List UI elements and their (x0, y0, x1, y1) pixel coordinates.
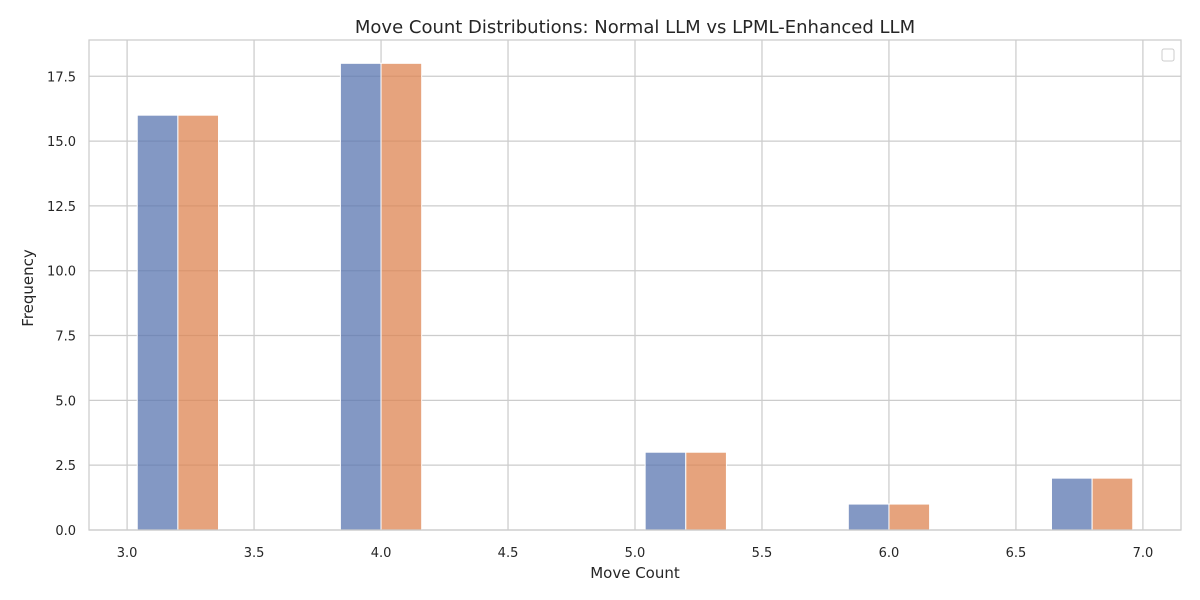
y-tick-label: 7.5 (55, 330, 76, 345)
x-axis-label: Move Count (590, 564, 680, 582)
x-tick-labels: 3.0 3.5 4.0 4.5 5.0 5.5 6.0 6.5 7.0 (117, 546, 1154, 561)
x-tick-label: 3.0 (117, 546, 138, 561)
x-tick-label: 6.0 (879, 546, 900, 561)
y-tick-label: 12.5 (47, 200, 76, 215)
plot-frame (88, 39, 1182, 531)
bar-series-1 (1050, 477, 1093, 531)
y-tick-labels: 0.0 2.5 5.0 7.5 10.0 12.5 15.0 17.5 (47, 70, 76, 539)
x-tick-label: 4.0 (371, 546, 392, 561)
bar-series-1 (339, 62, 382, 531)
x-tick-label: 6.5 (1006, 546, 1027, 561)
y-tick-label: 15.0 (47, 135, 76, 150)
x-tick-label: 3.5 (244, 546, 265, 561)
y-axis-label: Frequency (19, 249, 37, 327)
y-tick-label: 2.5 (55, 459, 76, 474)
bar-series-2 (888, 503, 931, 531)
bar-series-2 (177, 114, 220, 531)
y-tick-label: 0.0 (55, 524, 76, 539)
x-tick-label: 4.5 (498, 546, 519, 561)
bar-series-1 (136, 114, 179, 531)
legend-box (1161, 48, 1175, 62)
bars (136, 62, 1134, 531)
y-tick-label: 5.0 (55, 394, 76, 409)
x-tick-label: 7.0 (1133, 546, 1154, 561)
x-tick-label: 5.0 (625, 546, 646, 561)
bar-series-1 (847, 503, 890, 531)
bar-series-2 (685, 451, 727, 531)
bar-series-1 (644, 451, 687, 531)
y-tick-label: 10.0 (47, 265, 76, 280)
chart-title: Move Count Distributions: Normal LLM vs … (355, 17, 915, 38)
y-tick-label: 17.5 (47, 70, 76, 85)
x-tick-label: 5.5 (752, 546, 773, 561)
bar-series-2 (380, 62, 423, 531)
bar-series-2 (1091, 477, 1134, 531)
